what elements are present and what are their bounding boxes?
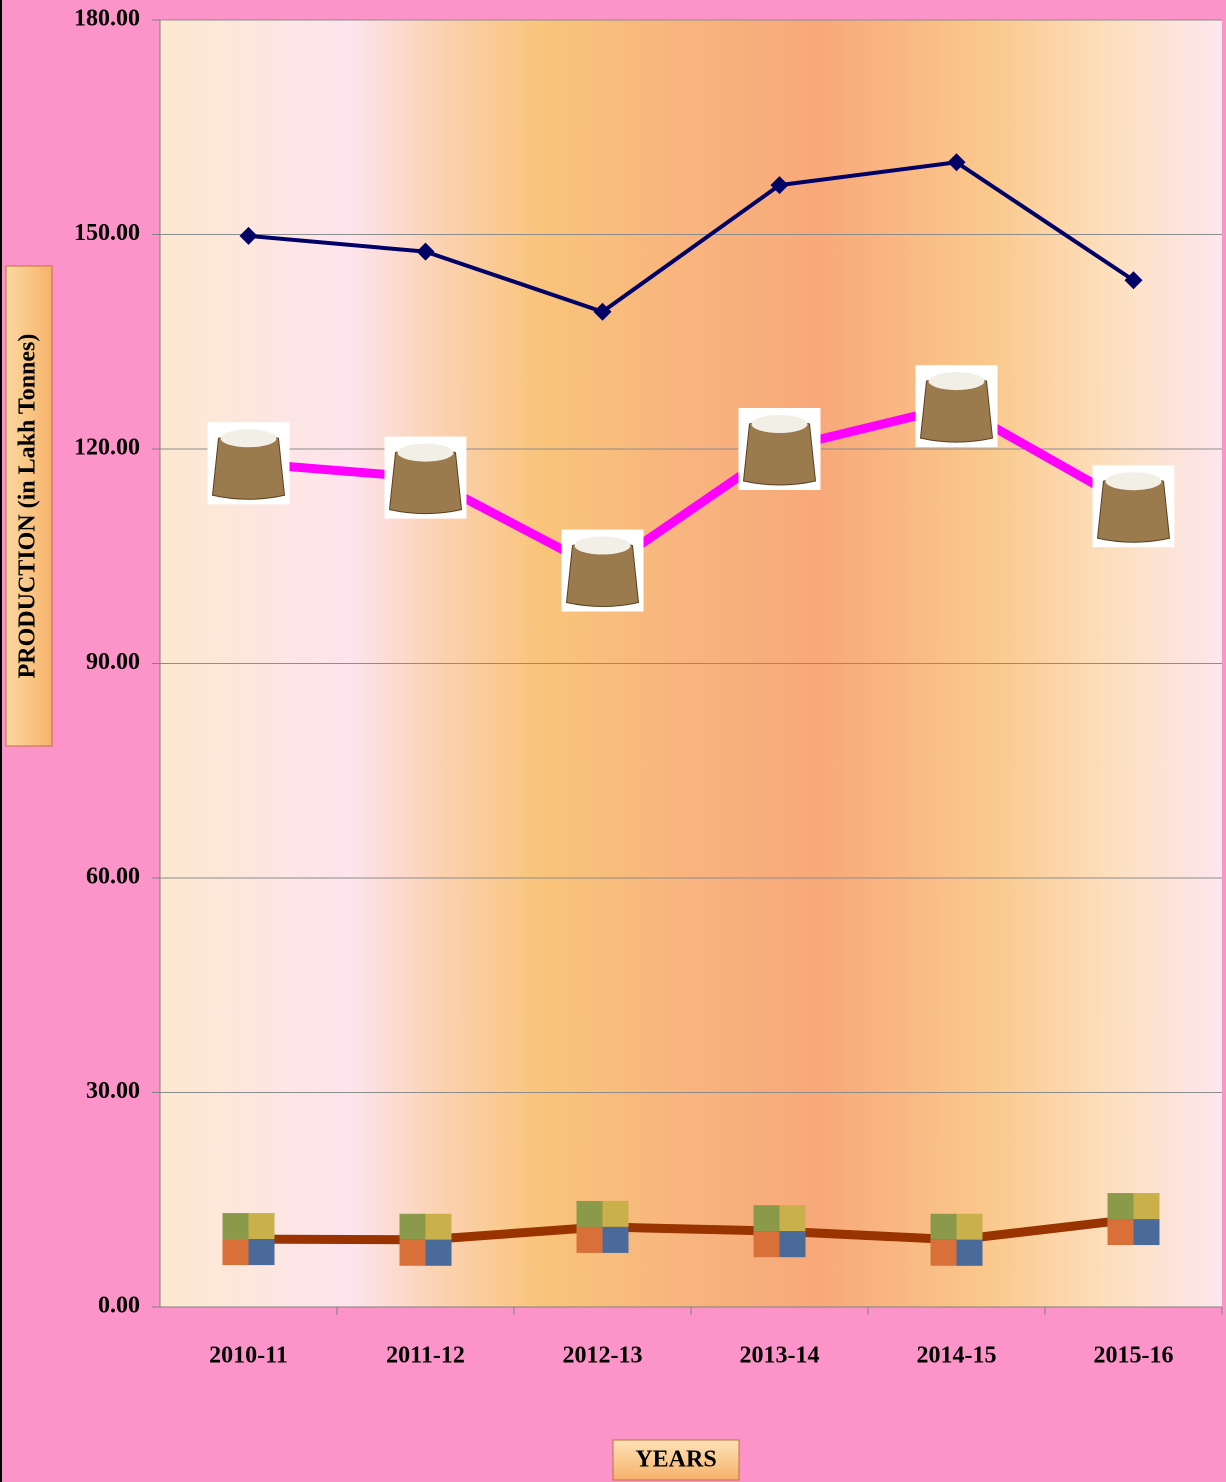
x-tick-label: 2012-13 (563, 1343, 643, 1369)
grain-patch (779, 1205, 806, 1232)
marker (416, 242, 435, 261)
marker (561, 529, 644, 612)
grain-patch (248, 1239, 275, 1266)
grain-patch (248, 1213, 275, 1240)
grain-patch (399, 1239, 426, 1266)
sack-rice (1105, 472, 1162, 491)
y-tick-label: 180.00 (74, 6, 140, 32)
y-tick-label: 90.00 (86, 649, 140, 675)
marker (593, 302, 612, 321)
marker (399, 1213, 452, 1266)
x-axis-label: YEARS (635, 1447, 716, 1473)
y-label-box (5, 265, 53, 747)
series-line (248, 1214, 1135, 1245)
sack-rice (574, 536, 631, 555)
y-tick-label: 60.00 (86, 864, 140, 890)
grain-patch (425, 1239, 452, 1266)
marker (738, 408, 821, 490)
sack-rice (751, 415, 808, 433)
grain-patch (425, 1213, 452, 1240)
x-tick-label: 2014-15 (917, 1343, 997, 1369)
sack-rice (928, 372, 985, 391)
marker (222, 1213, 275, 1266)
marker (930, 1213, 983, 1266)
grain-patch (1133, 1219, 1160, 1246)
x-tick-label: 2013-14 (740, 1343, 820, 1369)
grain-patch (1107, 1219, 1134, 1246)
x-tick-label: 2011-12 (386, 1343, 465, 1369)
marker (1092, 465, 1175, 548)
y-tick-label: 120.00 (74, 435, 140, 461)
grain-patch (602, 1200, 629, 1227)
sack-rice (220, 429, 277, 448)
sack-rice (397, 443, 454, 462)
grain-patch (956, 1213, 983, 1240)
marker (947, 153, 966, 172)
marker (915, 365, 998, 448)
x-tick-label: 2015-16 (1094, 1343, 1174, 1369)
y-tick-label: 150.00 (74, 220, 140, 246)
x-tick-label: 2010-11 (209, 1343, 288, 1369)
grain-patch (576, 1226, 603, 1253)
marker (753, 1205, 806, 1258)
grain-patch (222, 1213, 249, 1240)
series-line (248, 160, 1135, 314)
marker (1124, 271, 1143, 290)
grain-patch (930, 1239, 957, 1266)
grain-patch (399, 1213, 426, 1240)
grain-patch (602, 1226, 629, 1253)
grain-patch (1133, 1193, 1160, 1220)
y-axis-label: PRODUCTION (in Lakh Tonnes) (15, 334, 41, 679)
marker (239, 226, 258, 245)
grain-patch (753, 1231, 780, 1258)
grain-patch (930, 1213, 957, 1240)
grain-patch (753, 1205, 780, 1232)
grain-patch (1107, 1193, 1134, 1220)
marker (384, 436, 467, 519)
y-tick-label: 0.00 (98, 1293, 140, 1319)
marker (576, 1200, 629, 1253)
grain-patch (222, 1239, 249, 1266)
marker (1107, 1193, 1160, 1246)
y-tick-label: 30.00 (86, 1078, 140, 1104)
marker (770, 176, 789, 195)
x-label-box (612, 1439, 740, 1481)
marker (207, 422, 290, 505)
grain-patch (779, 1231, 806, 1258)
grain-patch (956, 1239, 983, 1266)
grain-patch (576, 1200, 603, 1227)
